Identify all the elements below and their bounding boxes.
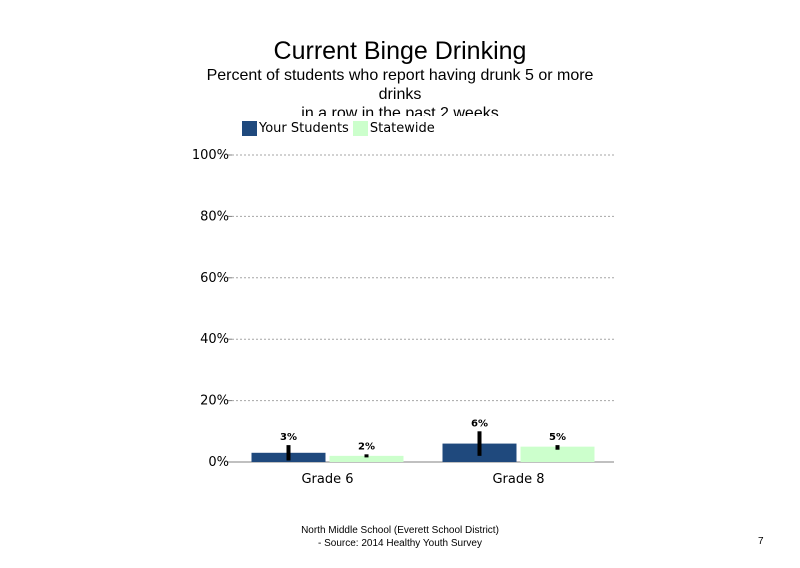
y-tick-label: 20%: [200, 394, 229, 409]
footer-school: North Middle School (Everett School Dist…: [301, 525, 499, 536]
legend-item-statewide: Statewide: [352, 120, 435, 136]
bar-chart: 0% 20% 40% 60% 80% 100% 3% 2% Grade 6 6% 5% Grade 8: [192, 148, 614, 487]
legend-swatch-statewide: [352, 120, 368, 136]
footer: North Middle School (Everett School Dist…: [250, 524, 550, 550]
x-tick-label: Grade 6: [301, 472, 353, 487]
error-bar: [555, 445, 560, 450]
bar: [329, 455, 404, 462]
y-tick-label: 40%: [200, 332, 229, 347]
y-tick-label: 0%: [208, 455, 229, 470]
legend-label-statewide: Statewide: [369, 120, 435, 136]
y-tick-label: 80%: [200, 209, 229, 224]
y-tick-label: 100%: [192, 148, 229, 163]
legend-item-your-students: Your Students: [242, 120, 349, 136]
x-tick-label: Grade 8: [492, 472, 544, 487]
chart-title: Current Binge Drinking: [273, 37, 527, 65]
data-label: 5%: [549, 432, 566, 443]
data-label: 2%: [358, 441, 375, 452]
error-bar: [286, 445, 291, 461]
legend: Your Students Statewide: [242, 119, 439, 137]
data-label: 3%: [280, 432, 297, 443]
bar: [520, 446, 595, 462]
chart-subtitle: Percent of students who report having dr…: [206, 67, 594, 116]
page-number: 7: [758, 536, 764, 547]
y-tick-label: 60%: [200, 271, 229, 286]
legend-swatch-your-students: [242, 120, 257, 136]
error-bar: [477, 431, 482, 456]
data-label: 6%: [471, 418, 488, 429]
legend-label-your-students: Your Students: [259, 120, 349, 136]
error-bar: [364, 454, 369, 458]
footer-source: - Source: 2014 Healthy Youth Survey: [318, 538, 482, 549]
